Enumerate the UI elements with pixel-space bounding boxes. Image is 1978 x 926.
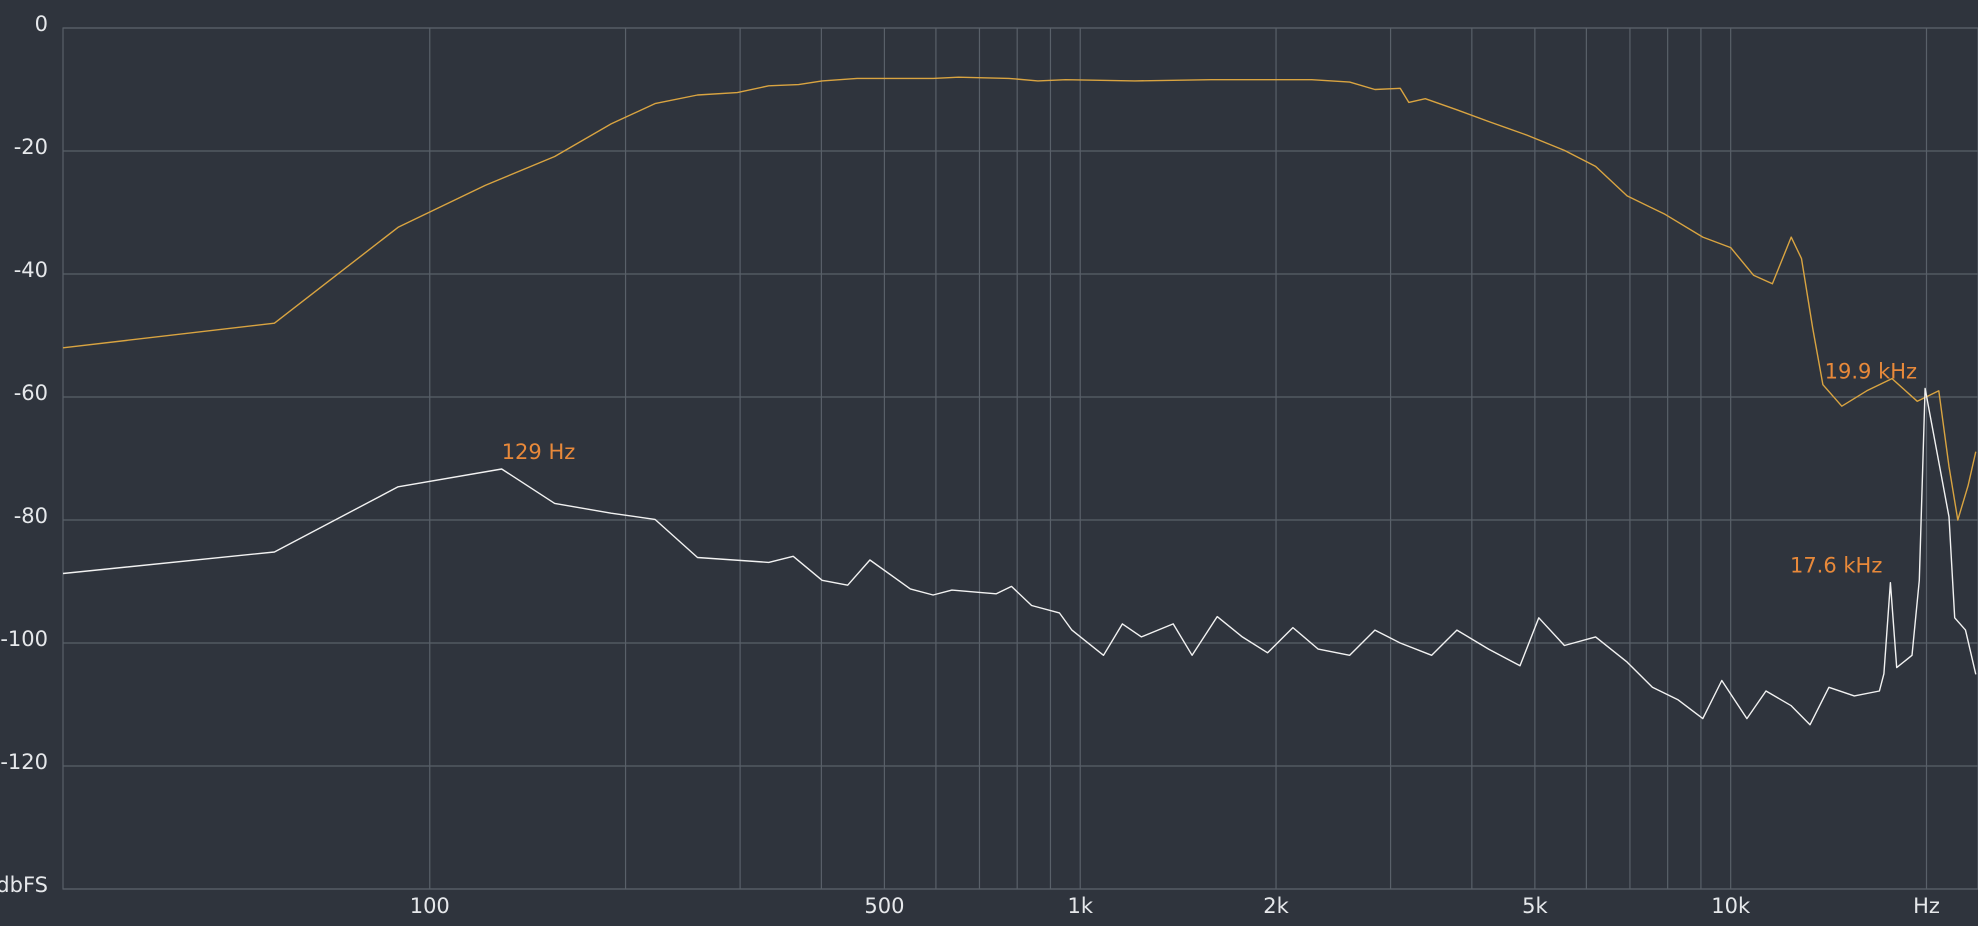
y-tick-label: -80 (14, 504, 48, 528)
x-tick-label: 2k (1263, 894, 1289, 918)
y-tick-label: -60 (14, 381, 48, 405)
y-tick-label: 0 (35, 12, 48, 36)
y-tick-label: dbFS (0, 873, 48, 897)
y-tick-label: -100 (0, 627, 48, 651)
y-tick-label: -20 (14, 135, 48, 159)
spectrum-line (62, 387, 1977, 726)
spectrum-line (62, 76, 1977, 521)
peak-annotation: 19.9 kHz (1825, 359, 1917, 383)
y-tick-label: -120 (0, 750, 48, 774)
x-tick-label: 1k (1067, 894, 1093, 918)
peak-annotation: 17.6 kHz (1790, 554, 1882, 578)
plot-area (62, 27, 1978, 890)
x-tick-label: 500 (864, 894, 904, 918)
peak-annotation: 129 Hz (502, 440, 576, 464)
x-tick-label: Hz (1913, 894, 1940, 918)
x-tick-label: 10k (1711, 894, 1751, 918)
y-tick-label: -40 (14, 258, 48, 282)
x-tick-label: 100 (410, 894, 450, 918)
x-tick-label: 5k (1522, 894, 1548, 918)
